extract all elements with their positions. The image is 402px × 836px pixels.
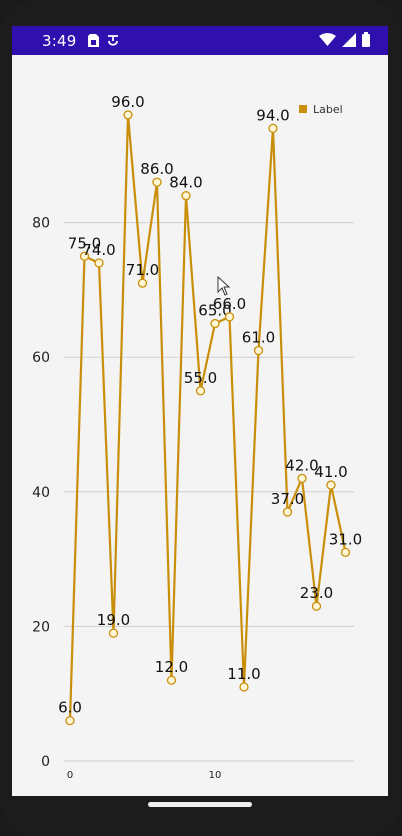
data-label: 74.0 [82,241,115,259]
data-label: 75.0 [68,234,101,252]
screen: 3:49 [12,26,388,796]
y-tick-label: 0 [41,754,50,770]
mouse-cursor-icon [217,276,231,296]
data-point[interactable] [65,715,75,726]
data-label: 12.0 [155,658,188,676]
x-tick-label: 0 [67,770,73,781]
data-label: 71.0 [126,261,159,279]
data-point[interactable] [282,507,293,517]
status-bar: 3:49 [12,26,388,55]
y-tick-label: 60 [32,350,50,366]
data-point[interactable] [326,480,336,490]
data-label: 55.0 [184,369,217,387]
data-point[interactable] [79,251,90,261]
y-tick-label: 80 [32,216,50,232]
data-label: 66.0 [213,295,246,313]
data-point[interactable] [166,675,177,685]
data-point[interactable] [253,345,264,356]
wifi-icon [319,33,336,46]
data-point[interactable] [268,123,278,134]
data-label: 23.0 [300,584,333,602]
data-point[interactable] [340,547,351,558]
data-label: 94.0 [256,106,289,124]
y-tick-label: 20 [32,619,50,635]
line-chart[interactable]: 0 20 40 60 80 0 10 Label 6.0 75.074.0 19.0 96.0 71.0… [12,55,388,796]
data-label: 6.0 [58,699,82,717]
data-point[interactable] [181,191,191,201]
data-label: 31.0 [329,530,362,548]
data-point[interactable] [108,628,119,638]
data-sync-icon [108,34,119,46]
data-point[interactable] [210,318,220,329]
sim-card-icon [88,34,100,47]
data-label: 42.0 [285,456,318,474]
battery-icon [362,32,370,47]
data-point[interactable] [311,601,322,611]
legend-swatch [299,105,307,113]
data-label: 65.0 [198,302,231,320]
data-label: 61.0 [242,328,275,346]
data-point[interactable] [239,682,249,692]
home-gesture-bar[interactable] [148,802,252,807]
data-point[interactable] [297,473,307,483]
legend-label: Label [313,103,343,116]
data-point[interactable] [195,386,206,396]
x-tick-label: 10 [209,770,222,781]
series-line [68,113,347,721]
data-label: 41.0 [314,463,347,481]
data-label: 19.0 [97,611,130,629]
data-label: 84.0 [169,174,202,192]
navigation-bar [12,796,388,824]
data-point[interactable] [137,278,148,288]
data-point[interactable] [123,110,133,120]
data-label: 37.0 [271,490,304,508]
data-point[interactable] [224,312,235,322]
data-point[interactable] [152,177,162,187]
status-time: 3:49 [42,31,77,50]
signal-icon [342,32,356,47]
y-tick-label: 40 [32,485,50,501]
data-point[interactable] [94,258,104,268]
data-label: 86.0 [140,160,173,178]
data-label: 96.0 [111,93,144,111]
data-label: 11.0 [227,665,260,683]
